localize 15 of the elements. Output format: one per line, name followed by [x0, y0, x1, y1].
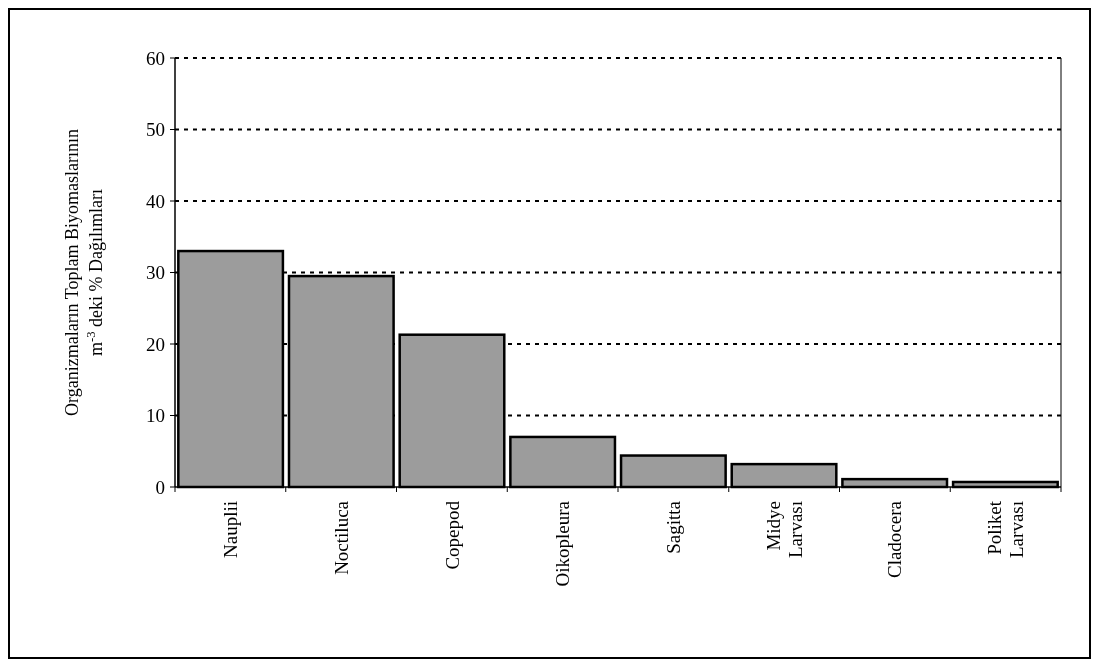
y-tick-label: 30 [146, 262, 165, 284]
x-tick-label: Sagitta [662, 500, 684, 554]
x-tick-label: Poliket Larvası [984, 500, 1027, 558]
x-tick-label: Noctiluca [330, 500, 352, 575]
y-tick-label: 50 [146, 119, 165, 141]
x-tick-label: Nauplii [220, 501, 242, 558]
y-tick-label: 40 [146, 190, 165, 212]
x-tick-label: Oikopleura [552, 500, 574, 587]
y-tick-label: 10 [146, 405, 165, 427]
y-tick-label: 20 [146, 333, 165, 355]
x-tick-label: Copepod [441, 500, 463, 570]
y-tick-label: 60 [146, 47, 165, 69]
y-tick-label: 0 [155, 476, 165, 498]
x-tick-label: Cladocera [884, 500, 906, 579]
x-tick-label: Midye Larvası [762, 501, 806, 558]
